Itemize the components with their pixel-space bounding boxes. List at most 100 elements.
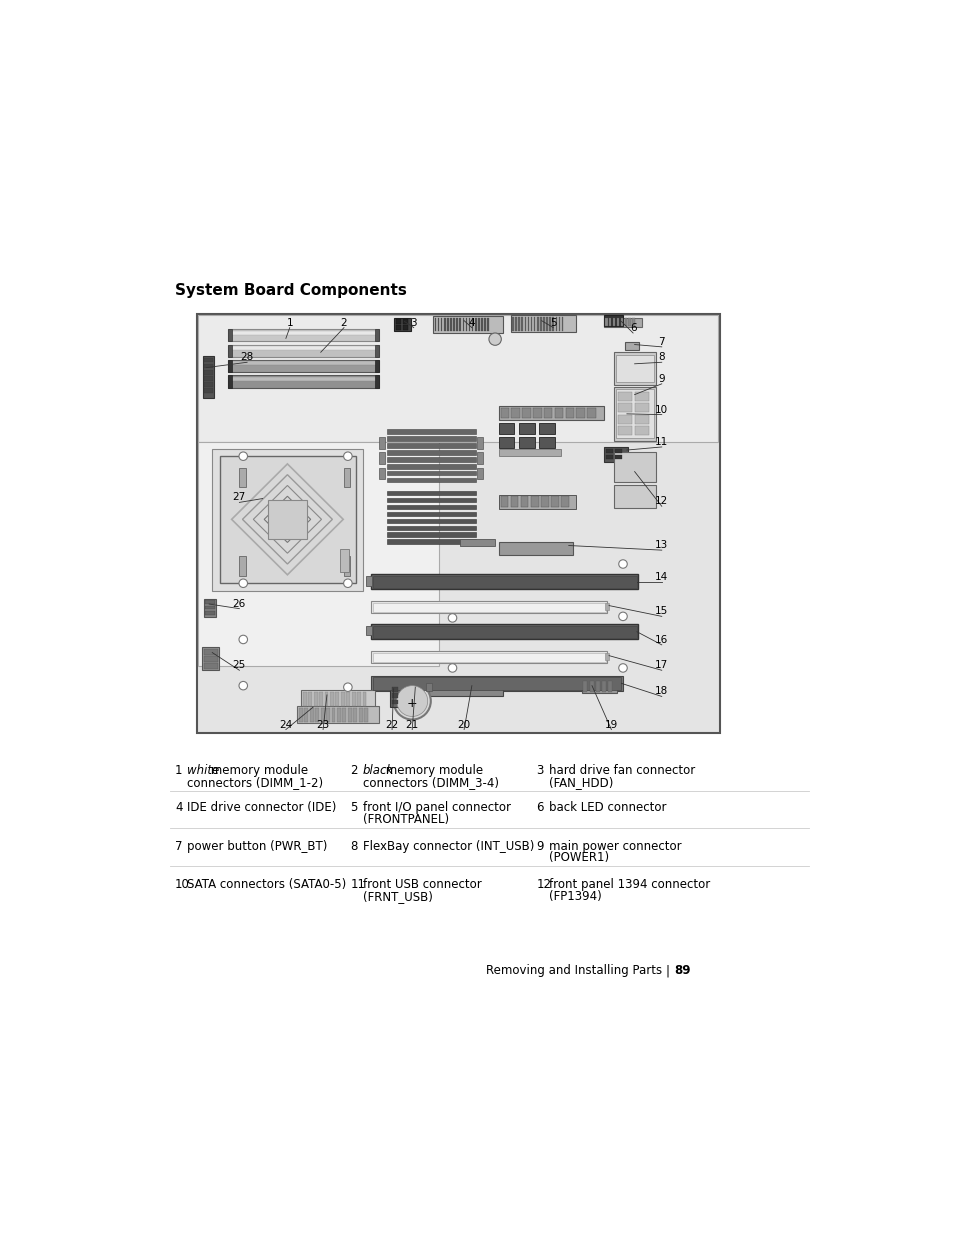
- Bar: [386, 540, 476, 543]
- Bar: [604, 652, 608, 661]
- Bar: [228, 330, 378, 341]
- Bar: [336, 708, 340, 721]
- Text: 12: 12: [536, 878, 551, 892]
- Text: main power connector: main power connector: [548, 840, 680, 852]
- Bar: [386, 471, 476, 475]
- Text: 10: 10: [174, 878, 190, 892]
- Bar: [378, 468, 385, 479]
- Bar: [394, 317, 411, 331]
- Circle shape: [448, 614, 456, 622]
- Bar: [615, 448, 621, 453]
- Bar: [386, 478, 476, 483]
- Bar: [205, 611, 214, 615]
- Bar: [356, 692, 360, 705]
- Bar: [378, 452, 385, 464]
- Text: |: |: [664, 965, 668, 977]
- Text: (FRNT_USB): (FRNT_USB): [362, 889, 432, 903]
- Text: 1: 1: [286, 317, 293, 327]
- Bar: [555, 408, 562, 419]
- Bar: [298, 708, 303, 721]
- Bar: [576, 408, 584, 419]
- Bar: [402, 325, 408, 330]
- Bar: [437, 317, 439, 331]
- Bar: [386, 464, 476, 468]
- Bar: [604, 603, 608, 610]
- Bar: [375, 375, 378, 388]
- Bar: [527, 317, 529, 331]
- Bar: [429, 682, 502, 695]
- Bar: [604, 319, 607, 326]
- Bar: [204, 650, 217, 655]
- Bar: [308, 692, 312, 705]
- Circle shape: [618, 559, 627, 568]
- Text: Removing and Installing Parts: Removing and Installing Parts: [485, 965, 661, 977]
- Text: (POWER1): (POWER1): [548, 851, 608, 864]
- Bar: [365, 577, 372, 585]
- Bar: [346, 692, 350, 705]
- Bar: [459, 317, 460, 331]
- Bar: [447, 317, 448, 331]
- Bar: [320, 708, 324, 721]
- Bar: [613, 352, 656, 384]
- Text: 8: 8: [658, 352, 664, 362]
- Text: 21: 21: [405, 720, 418, 730]
- Circle shape: [239, 682, 247, 690]
- Text: 9: 9: [658, 374, 664, 384]
- Bar: [229, 331, 377, 335]
- Text: 9: 9: [536, 840, 543, 852]
- Bar: [476, 452, 483, 464]
- Text: 25: 25: [233, 661, 246, 671]
- Bar: [371, 651, 607, 663]
- Bar: [487, 317, 488, 331]
- Bar: [348, 708, 352, 721]
- Bar: [456, 317, 457, 331]
- Bar: [603, 317, 641, 327]
- Text: 19: 19: [604, 720, 618, 730]
- Bar: [239, 468, 245, 487]
- Text: +: +: [407, 697, 417, 710]
- Bar: [386, 450, 476, 454]
- Text: 7: 7: [658, 337, 664, 347]
- Bar: [616, 354, 654, 383]
- Bar: [392, 693, 397, 698]
- Bar: [635, 403, 649, 412]
- Bar: [204, 370, 213, 374]
- Bar: [628, 319, 630, 326]
- Bar: [538, 437, 555, 448]
- Text: 22: 22: [385, 720, 398, 730]
- Text: 7: 7: [174, 840, 182, 852]
- Bar: [362, 692, 366, 705]
- Circle shape: [396, 685, 427, 716]
- Bar: [392, 699, 397, 704]
- Bar: [521, 408, 530, 419]
- Bar: [371, 624, 638, 640]
- Bar: [498, 437, 514, 448]
- Bar: [560, 496, 568, 508]
- Bar: [583, 680, 587, 692]
- Bar: [605, 454, 612, 459]
- Bar: [498, 406, 603, 420]
- Text: 28: 28: [240, 352, 253, 362]
- Bar: [324, 692, 328, 705]
- Text: front USB connector: front USB connector: [362, 878, 481, 892]
- Bar: [371, 574, 638, 589]
- Text: 1: 1: [174, 764, 182, 777]
- Bar: [314, 692, 317, 705]
- Bar: [476, 437, 483, 448]
- Bar: [335, 692, 339, 705]
- Bar: [462, 317, 464, 331]
- Bar: [353, 708, 356, 721]
- Bar: [550, 496, 558, 508]
- Circle shape: [343, 452, 352, 461]
- Bar: [518, 424, 534, 433]
- Bar: [540, 496, 548, 508]
- Text: 11: 11: [655, 437, 668, 447]
- Bar: [371, 676, 622, 692]
- Bar: [616, 389, 654, 438]
- Bar: [558, 317, 559, 331]
- Bar: [543, 408, 552, 419]
- Bar: [538, 424, 555, 433]
- Circle shape: [343, 579, 352, 588]
- Bar: [229, 377, 377, 380]
- Bar: [524, 317, 525, 331]
